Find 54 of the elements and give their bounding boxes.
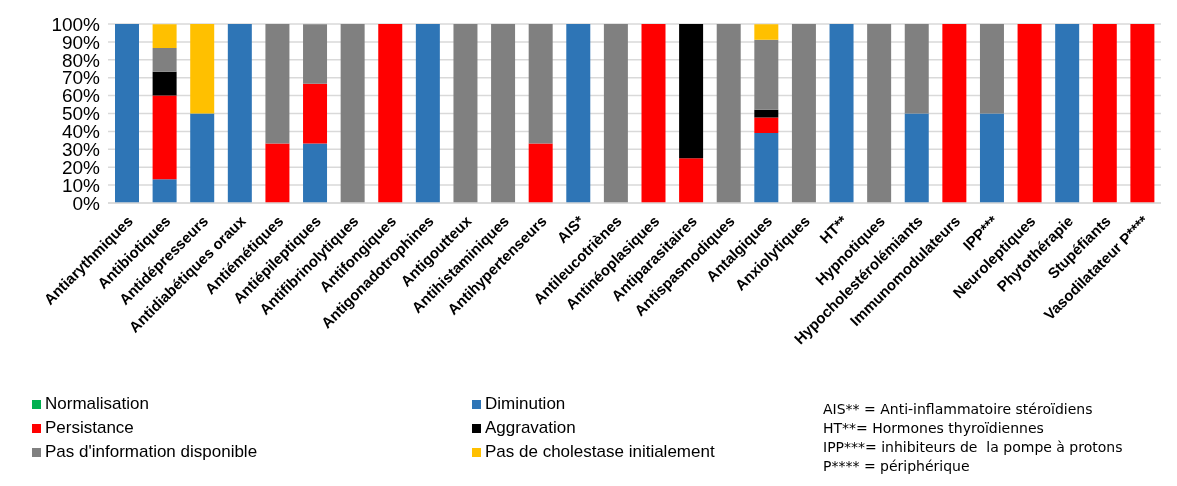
text: AIS** = Anti-inflammatoire stéroïdiens: [823, 400, 1094, 419]
legend-label: Normalisation: [45, 394, 149, 414]
bar: [303, 83, 328, 144]
bar: [152, 47, 177, 72]
bar: [528, 143, 553, 203]
bar: [378, 24, 403, 203]
bar: [641, 24, 666, 203]
bar: [716, 24, 741, 203]
bar: [1130, 24, 1155, 203]
bar: [190, 113, 215, 203]
bar: [754, 117, 779, 134]
bar: [152, 179, 177, 203]
bar: [754, 133, 779, 203]
bar: [791, 24, 816, 203]
bar: [904, 113, 929, 203]
legend-label: Pas d'information disponible: [45, 442, 258, 462]
bar: [754, 24, 779, 40]
bar: [303, 24, 328, 84]
bar: [942, 24, 967, 203]
bar: [340, 24, 365, 203]
bar: [227, 24, 252, 203]
bar: [1092, 24, 1117, 203]
bar: [754, 39, 779, 110]
bar: [265, 143, 290, 203]
bar: [303, 143, 328, 203]
bar: [491, 24, 516, 203]
bar: [152, 71, 177, 96]
text: P**** = périphérique: [823, 457, 971, 476]
bar: [152, 24, 177, 48]
bar: [867, 24, 892, 203]
bar: [754, 109, 779, 118]
text: HT**= Hormones thyroïdiennes: [823, 419, 1045, 438]
bar: [1017, 24, 1042, 203]
legend-label: Pas de cholestase initialement: [485, 442, 715, 462]
bar: [566, 24, 591, 203]
bar: [453, 24, 478, 203]
bar: [829, 24, 854, 203]
legend-label: Diminution: [485, 394, 566, 414]
bar: [152, 95, 177, 180]
bar: [1055, 24, 1080, 203]
bar: [904, 24, 929, 114]
bar: [603, 24, 628, 203]
bar: [528, 24, 553, 144]
bar: [265, 24, 290, 144]
legend-label: Persistance: [45, 418, 134, 438]
bar: [979, 24, 1004, 114]
bar: [190, 24, 215, 114]
bar: [115, 24, 139, 203]
text: IPP***= inhibiteurs de la pompe à protons: [823, 438, 1123, 457]
legend-label: Aggravation: [485, 418, 576, 438]
bar: [679, 24, 704, 159]
bar: [415, 24, 440, 203]
bar: [979, 113, 1004, 203]
bar: [679, 158, 704, 203]
